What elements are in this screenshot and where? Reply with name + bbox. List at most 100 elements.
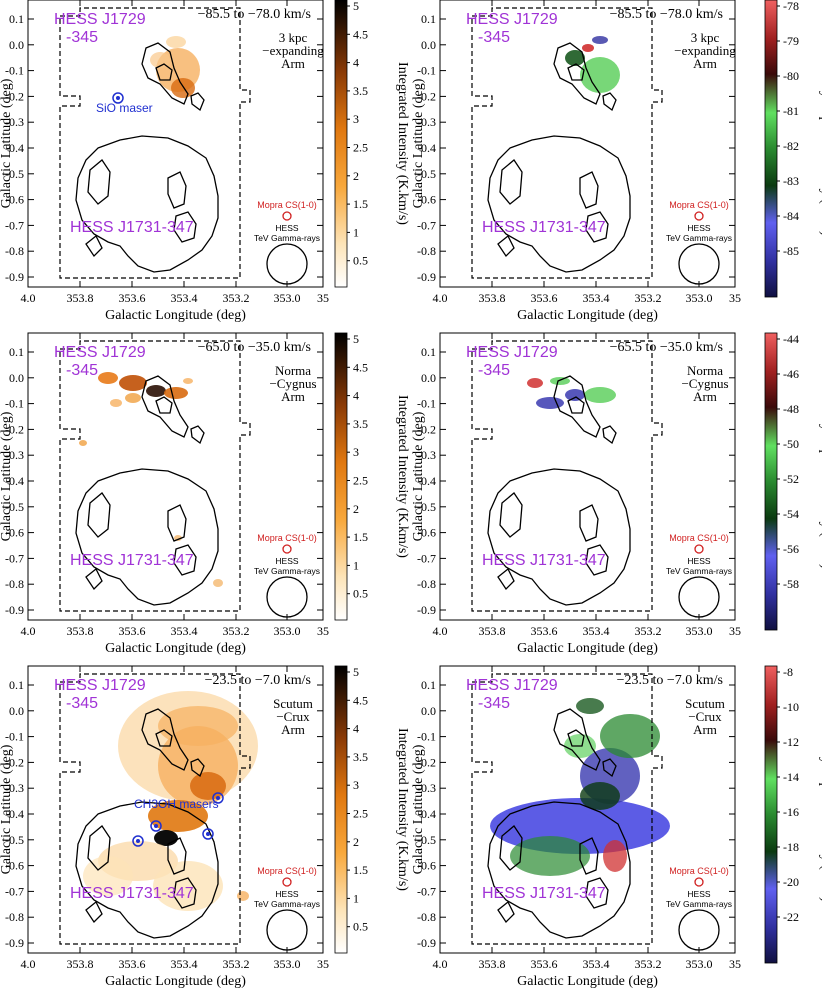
colorbar-tick-label: 0.5	[353, 254, 368, 268]
tev-contour	[75, 468, 219, 606]
colorbar-tick-label: -84	[783, 209, 799, 223]
y-tick-label: -0.5	[417, 167, 436, 181]
tev-contour	[167, 504, 187, 542]
y-tick-label: 0.0	[9, 371, 24, 385]
tev-contour	[173, 877, 197, 909]
y-tick-label: -0.9	[5, 603, 24, 617]
source-label-north: HESS J1729	[466, 344, 558, 361]
tev-contour	[155, 396, 173, 414]
colorbar-tick-label: 1	[353, 891, 359, 905]
survey-boundary	[59, 673, 251, 945]
source-label-north: -345	[478, 362, 510, 379]
x-tick-label: 353.8	[479, 291, 506, 305]
velocity-colorbar	[764, 665, 778, 964]
x-tick-label: 353.6	[119, 624, 146, 638]
plot-frame	[27, 332, 324, 621]
y-tick-label: -0.1	[417, 397, 436, 411]
y-tick-label: -0.8	[5, 244, 24, 258]
y-tick-label: -0.2	[5, 89, 24, 103]
mopra-label: Mopra CS(1-0)	[257, 866, 317, 876]
colorbar-tick-label: -52	[783, 472, 799, 486]
colorbar-tick-label: -79	[783, 34, 799, 48]
colorbar-tick-label: 1	[353, 225, 359, 239]
source-label-north: HESS J1729	[54, 677, 146, 694]
y-tick-label: -0.4	[5, 141, 24, 155]
colorbar-tick-label: 2.5	[353, 807, 368, 821]
tev-contour	[497, 900, 515, 924]
colorbar-tick-label: -44	[783, 332, 799, 346]
source-label-north: -345	[66, 695, 98, 712]
maser-marker	[216, 796, 220, 800]
hess-label: TeV Gamma-rays	[254, 566, 320, 576]
x-tick-label: 4.0	[21, 291, 36, 305]
velocity-range-label: −65.0 to −35.0 km/s	[198, 340, 311, 355]
tev-contour	[173, 211, 197, 243]
x-tick-label: 4.0	[21, 957, 36, 971]
x-axis-label: Galactic Longitude (deg)	[105, 974, 246, 989]
tev-contour	[155, 63, 173, 81]
source-label-south: HESS J1731-347	[482, 885, 606, 902]
colorbar-tick-label: 5	[353, 332, 359, 346]
emission-patch	[153, 861, 223, 911]
velocity-range-label: −23.5 to −7.0 km/s	[617, 673, 723, 688]
colorbar-tick-label: -78	[783, 0, 799, 13]
x-tick-label: 4.0	[21, 624, 36, 638]
emission-patch	[536, 397, 564, 409]
hess-label: HESS	[275, 889, 298, 899]
maser-marker	[202, 828, 214, 840]
arm-name-label: Arm	[281, 389, 305, 404]
x-tick-label: 353.6	[119, 291, 146, 305]
y-tick-label: 0.0	[421, 704, 436, 718]
y-tick-label: -0.9	[417, 270, 436, 284]
velocity-colorbar	[764, 0, 778, 298]
y-tick-label: -0.6	[5, 526, 24, 540]
hess-psf-icon	[678, 576, 720, 618]
hess-label: HESS	[275, 223, 298, 233]
maser-marker	[212, 792, 224, 804]
arm-name-label: Arm	[281, 722, 305, 737]
y-tick-label: -0.3	[417, 448, 436, 462]
colorbar-tick-label: 5	[353, 665, 359, 679]
mopra-beam-icon	[282, 877, 292, 887]
tev-contour	[141, 42, 189, 105]
colorbar-tick-label: 4.5	[353, 27, 368, 41]
mopra-beam-icon	[282, 211, 292, 221]
tev-contour	[190, 92, 205, 112]
y-tick-label: -0.7	[5, 551, 24, 565]
emission-patch	[158, 706, 238, 746]
tev-contour	[173, 544, 197, 576]
y-tick-label: -0.9	[417, 603, 436, 617]
x-tick-label: 353.4	[171, 624, 198, 638]
tev-contour	[190, 425, 205, 445]
colorbar-tick-label: 3	[353, 778, 359, 792]
plot-frame	[439, 332, 736, 621]
x-tick-label: 353.4	[171, 291, 198, 305]
y-tick-label: -0.7	[5, 884, 24, 898]
x-tick-label: 4.0	[433, 957, 448, 971]
source-label-south: HESS J1731-347	[70, 219, 194, 236]
hess-label: HESS	[687, 889, 710, 899]
tev-contour	[567, 63, 585, 81]
source-label-north: HESS J1729	[54, 11, 146, 28]
emission-patch	[183, 378, 193, 384]
velocity-panel-2: 4.0 353.8 353.6 353.4 353.2 353.0 35 0.1 0.0 -0.1…	[411, 332, 822, 656]
emission-patch	[550, 377, 570, 385]
colorbar-tick-label: 1.5	[353, 530, 368, 544]
emission-patch	[592, 36, 608, 44]
y-tick-label: -0.1	[417, 730, 436, 744]
emission-patch	[119, 375, 147, 391]
colorbar-tick-label: 2.5	[353, 141, 368, 155]
colorbar-tick-label: 3.5	[353, 84, 368, 98]
arm-name-label: −Crux	[276, 709, 310, 724]
y-tick-label: -0.1	[5, 397, 24, 411]
tev-contour	[585, 877, 609, 909]
colorbar-tick-label: -20	[783, 875, 799, 889]
velocity-colorbar-label: Velocity of peak Intensity (km/s)	[818, 717, 822, 902]
emission-patch	[171, 78, 195, 98]
y-tick-label: -0.9	[5, 936, 24, 950]
colorbar-tick-label: 4.5	[353, 360, 368, 374]
colorbar-tick-label: -12	[783, 735, 799, 749]
hess-label: HESS	[687, 223, 710, 233]
hess-label: TeV Gamma-rays	[666, 899, 732, 909]
x-tick-label: 353.8	[479, 624, 506, 638]
